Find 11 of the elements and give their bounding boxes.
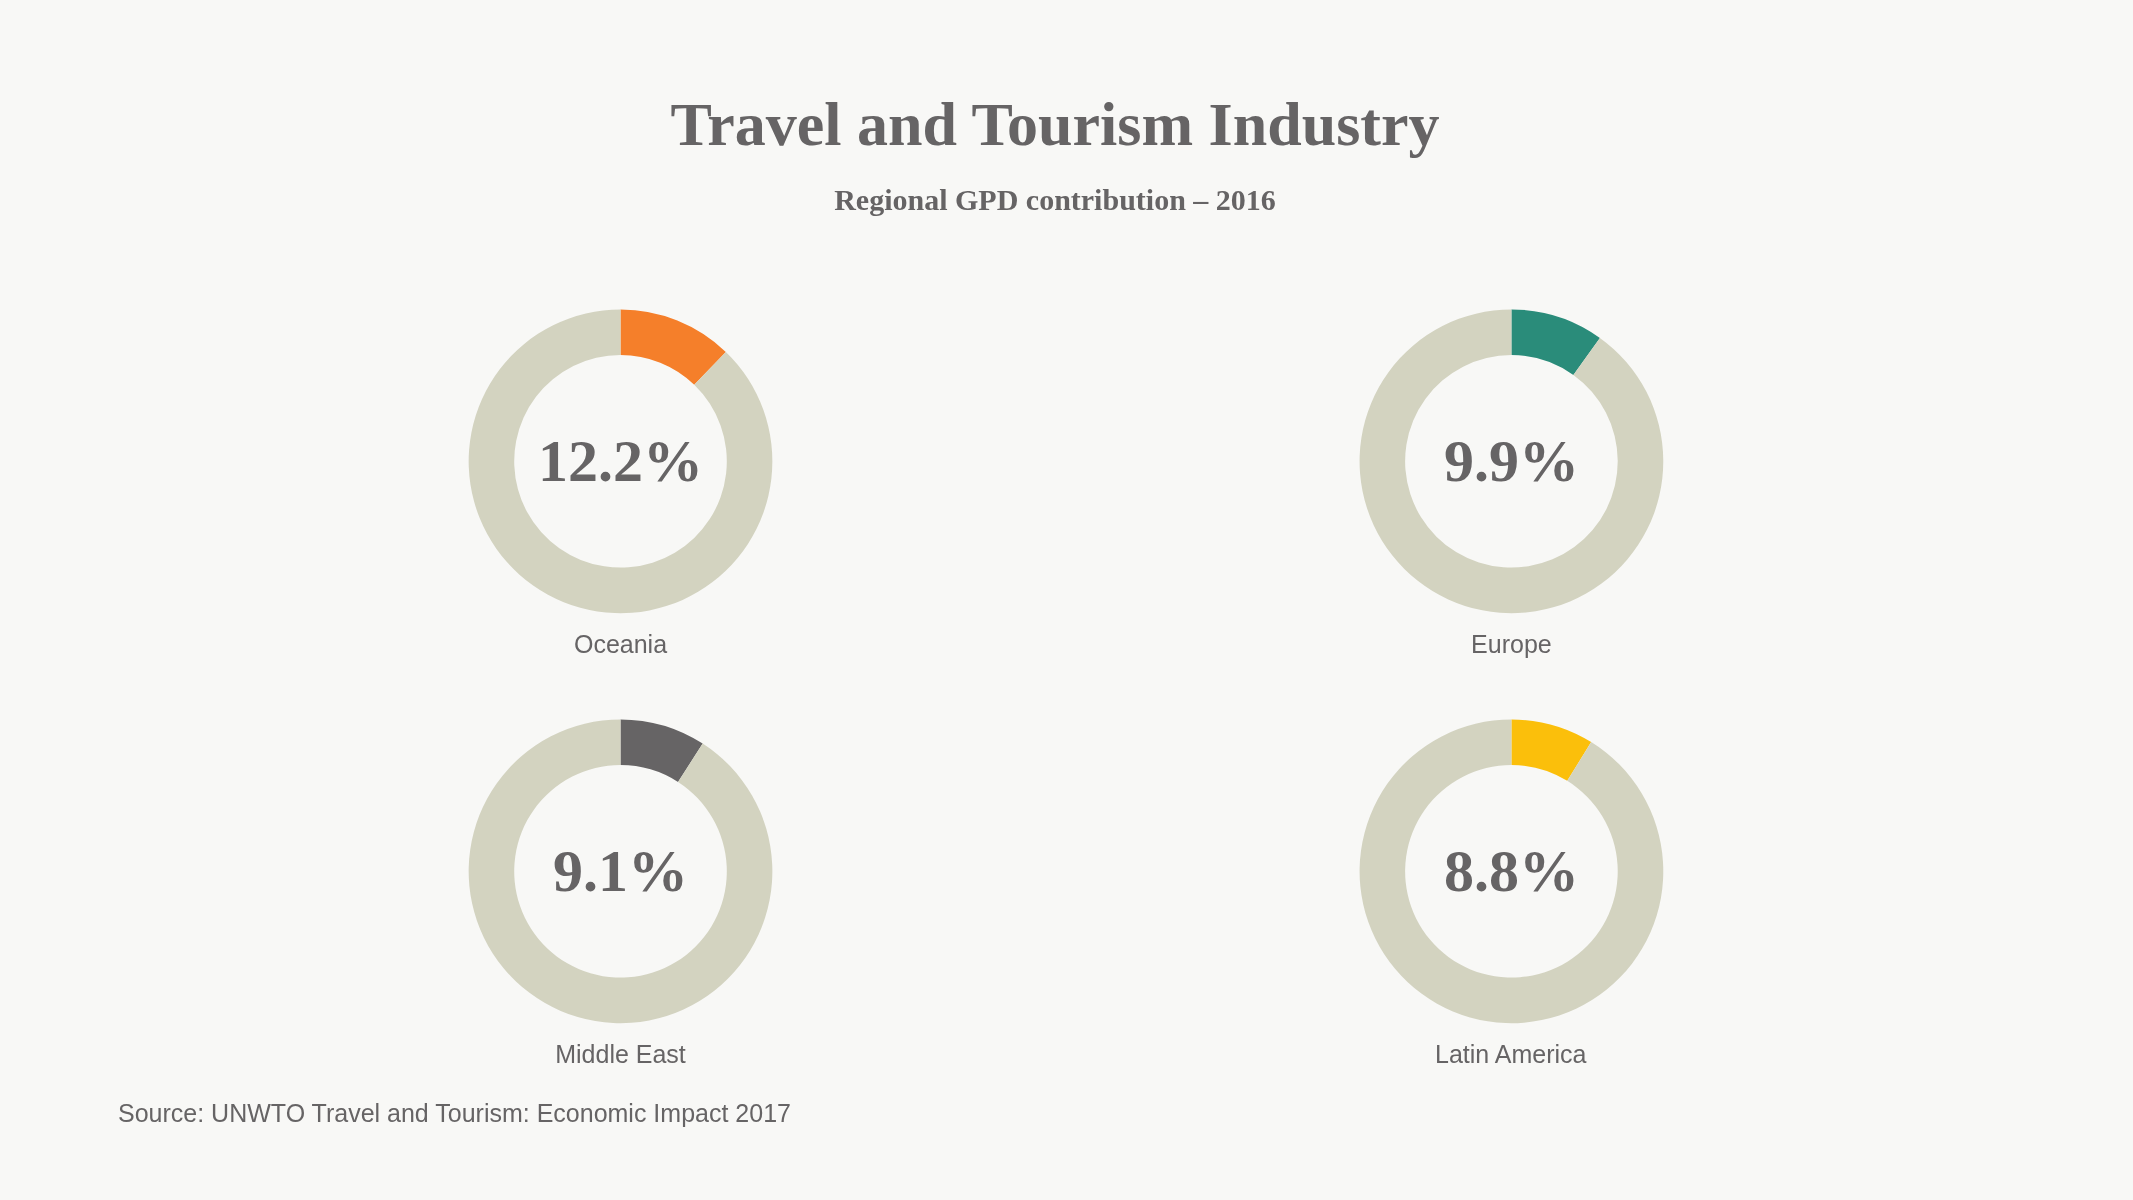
- text: 12.2%: [538, 428, 704, 495]
- text: Regional GPD contribution – 2016: [834, 181, 1276, 218]
- text: 9.9%: [1443, 428, 1579, 495]
- text: Europe: [1471, 629, 1552, 658]
- text: Travel and Tourism Industry: [670, 89, 1440, 160]
- text: 8.8%: [1443, 838, 1579, 905]
- text: Oceania: [573, 629, 668, 658]
- text: Latin America: [1435, 1039, 1587, 1068]
- text: Middle East: [555, 1039, 686, 1068]
- source-note: Source: UNWTO Travel and Tourism: Economic Impact 2017: [118, 1098, 791, 1130]
- text: 9.1%: [553, 838, 689, 905]
